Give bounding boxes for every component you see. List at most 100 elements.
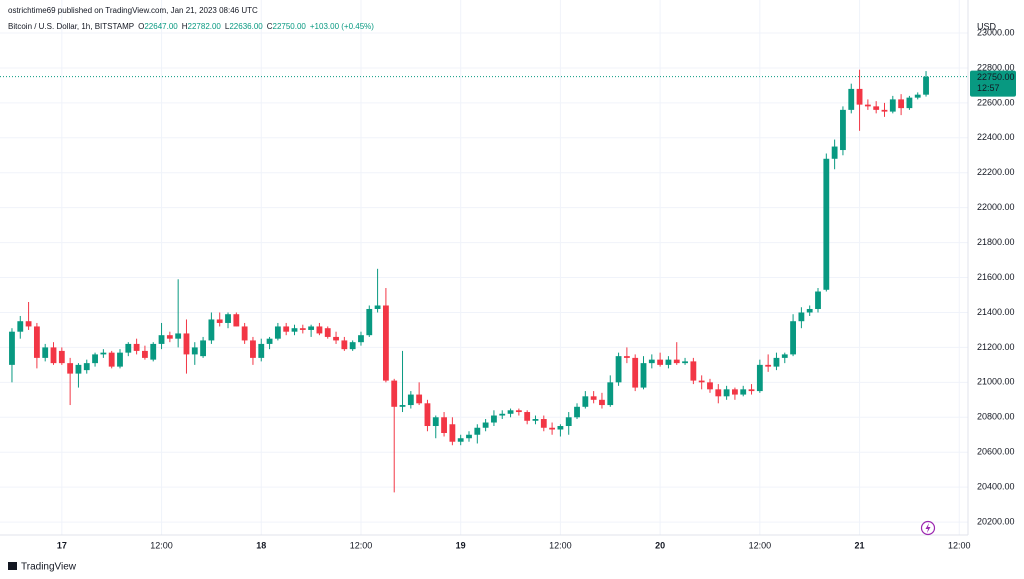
candle-body (142, 350, 148, 358)
y-tick-label: 20600.00 (977, 447, 1015, 457)
header-o: 22647.00 (144, 22, 178, 31)
candle-body (67, 363, 74, 374)
x-tick-label: 12:00 (948, 540, 971, 550)
candle-body (623, 356, 630, 358)
candle-body (341, 340, 348, 350)
candle-body (889, 99, 896, 112)
y-tick-label: 20800.00 (977, 412, 1015, 422)
candle-body (682, 361, 688, 364)
x-tick-label: 19 (456, 540, 466, 550)
grid (0, 0, 968, 535)
candle-body (507, 410, 514, 414)
header-h: 22782.00 (188, 22, 222, 31)
x-tick-label: 21 (855, 540, 865, 550)
candle-body (557, 426, 564, 430)
candle-body (225, 314, 231, 323)
y-tick-label: 22400.00 (977, 132, 1015, 142)
candle-body (158, 335, 165, 344)
candle-body (898, 99, 905, 109)
candle-body (291, 328, 298, 332)
candle-body (358, 335, 364, 343)
candle-body (75, 364, 82, 374)
candle-body (391, 380, 398, 407)
candle-body (590, 396, 597, 400)
candle-body (715, 389, 722, 397)
candle-body (42, 347, 49, 358)
candle-body (191, 347, 198, 355)
candle-body (582, 396, 589, 407)
candle-body (748, 389, 755, 392)
candle-body (815, 291, 821, 309)
candle-body (673, 359, 680, 364)
candle-body (233, 314, 240, 327)
candle-body (92, 354, 98, 364)
candle-body (615, 356, 622, 383)
candle-body (515, 410, 522, 413)
candle-body (183, 333, 190, 355)
y-tick-label: 20200.00 (977, 516, 1015, 526)
candle-body (723, 389, 730, 397)
candle-body (274, 326, 281, 339)
candle-body (399, 405, 406, 407)
candle-body (125, 343, 132, 353)
candle-body (648, 359, 655, 364)
candle-body (441, 417, 447, 433)
candle-body (9, 331, 15, 365)
candle-body (316, 326, 323, 334)
candle-body (740, 389, 747, 395)
candle-body (665, 359, 672, 365)
candle-body (565, 417, 572, 427)
x-tick-label: 12:00 (150, 540, 173, 550)
candle-body (848, 88, 855, 110)
candle-body (823, 158, 830, 290)
candle-body (798, 312, 805, 322)
candle-body (499, 413, 506, 416)
candle-body (482, 422, 489, 428)
candle-body (806, 308, 813, 313)
candle-body (449, 424, 456, 442)
candle-body (416, 394, 423, 404)
candle-body (549, 427, 556, 430)
candle-body (50, 347, 57, 364)
candle-body (773, 357, 780, 367)
x-tick-label: 12:00 (749, 540, 772, 550)
candle-body (607, 382, 614, 406)
candle-body (906, 97, 913, 109)
x-tick-label: 12:00 (549, 540, 572, 550)
y-tick-label: 22000.00 (977, 202, 1015, 212)
candle-body (349, 342, 356, 350)
y-tick-label: 21600.00 (977, 272, 1015, 282)
candle-body (698, 380, 705, 383)
candle-body (540, 419, 547, 428)
y-tick-label: 23000.00 (977, 27, 1015, 37)
header-l: 22636.00 (229, 22, 263, 31)
candle-body (266, 338, 273, 344)
candle-body (873, 106, 880, 110)
candle-body (632, 357, 639, 388)
header-change: +103.00 (+0.45%) (310, 22, 374, 31)
candle-body (83, 363, 90, 371)
candle-body (108, 352, 115, 367)
candle-body (574, 406, 580, 418)
candle-body (58, 350, 65, 364)
x-tick-label: 12:00 (350, 540, 373, 550)
footer: TradingView (8, 562, 77, 573)
candle-body (657, 359, 664, 365)
candle-body (765, 364, 772, 367)
candle-body (407, 394, 414, 406)
candle-body (432, 417, 439, 427)
candle-body (366, 308, 373, 336)
candle-body (150, 343, 157, 360)
candle-body (457, 438, 464, 442)
candle-body (524, 412, 531, 421)
candle-body (250, 340, 256, 358)
candle-body (756, 364, 763, 392)
candle-body (283, 326, 290, 332)
legend-line: Bitcoin / U.S. Dollar, 1h, BITSTAMP O2264… (8, 22, 374, 31)
candle-body (25, 321, 32, 327)
currency: USD (977, 21, 997, 31)
candle-body (856, 88, 863, 105)
candle-body (100, 352, 107, 355)
header-symbol: Bitcoin / U.S. Dollar, 1h, BITSTAMP (8, 22, 134, 31)
candle-body (690, 361, 697, 381)
